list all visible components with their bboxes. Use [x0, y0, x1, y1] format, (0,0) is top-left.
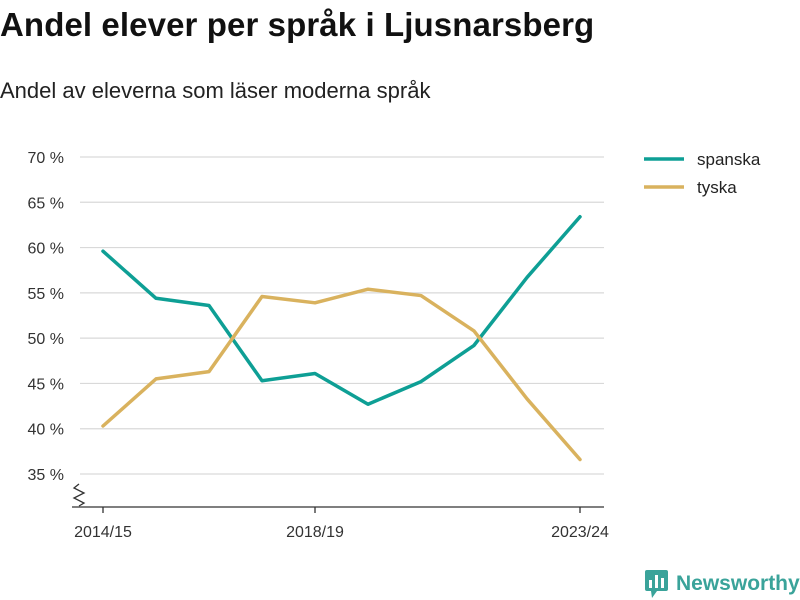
y-tick-label: 65 % — [28, 195, 64, 212]
y-tick-label: 50 % — [28, 331, 64, 348]
x-axis-ticks: 2014/15 2018/19 2023/24 — [74, 507, 609, 541]
y-tick-label: 55 % — [28, 286, 64, 303]
legend-label-tyska: tyska — [697, 178, 737, 197]
x-tick-label: 2018/19 — [286, 524, 344, 541]
legend-label-spanska: spanska — [697, 150, 761, 169]
series-line-spanska — [101, 215, 582, 407]
x-tick-label: 2023/24 — [551, 524, 609, 541]
chart-subtitle: Andel av eleverna som läser moderna språ… — [0, 78, 431, 103]
y-tick-label: 40 % — [28, 422, 64, 439]
series-line-tyska — [101, 287, 582, 462]
series-lines — [101, 215, 582, 462]
y-tick-label: 35 % — [28, 467, 64, 484]
y-tick-label: 60 % — [28, 241, 64, 258]
chart-title: Andel elever per språk i Ljusnarsberg — [0, 6, 595, 43]
axis-break-mark — [72, 483, 86, 507]
x-tick-label: 2014/15 — [74, 524, 132, 541]
x-axis — [72, 483, 604, 508]
legend: spanska tyska — [644, 150, 761, 197]
y-axis-ticks: 35 % 40 % 45 % 50 % 55 % 60 % 65 % 70 % — [28, 150, 64, 484]
newsworthy-logo: Newsworthy — [644, 568, 800, 600]
y-tick-label: 70 % — [28, 150, 64, 167]
gridlines — [80, 156, 604, 475]
brand-name: Newsworthy — [676, 572, 800, 595]
newsworthy-icon — [645, 570, 668, 598]
y-tick-label: 45 % — [28, 376, 64, 393]
